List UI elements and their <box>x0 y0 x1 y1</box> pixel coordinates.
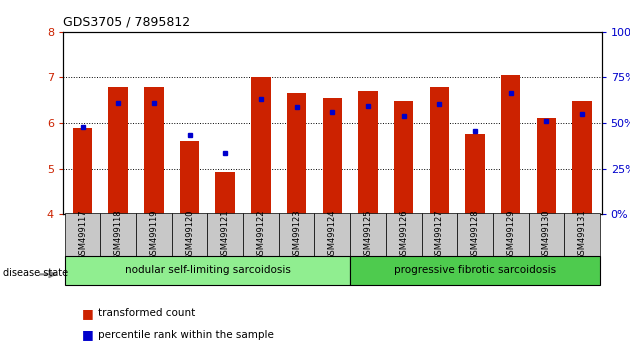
Text: GSM499121: GSM499121 <box>220 210 230 260</box>
Bar <box>350 213 386 257</box>
Bar <box>564 213 600 257</box>
Bar <box>501 75 520 214</box>
Bar <box>465 135 485 214</box>
Bar <box>180 141 200 214</box>
Text: GSM499119: GSM499119 <box>149 210 159 260</box>
Bar <box>251 78 271 214</box>
Bar <box>386 213 421 257</box>
Bar <box>287 93 306 214</box>
Bar <box>323 98 342 214</box>
Text: GSM499130: GSM499130 <box>542 210 551 261</box>
Text: ■: ■ <box>82 328 94 341</box>
Text: GSM499129: GSM499129 <box>506 210 515 260</box>
Text: GSM499122: GSM499122 <box>256 210 265 260</box>
Bar <box>493 213 529 257</box>
Bar <box>65 213 100 257</box>
Bar <box>314 213 350 257</box>
Bar <box>207 213 243 257</box>
Text: GSM499124: GSM499124 <box>328 210 337 260</box>
Bar <box>73 127 93 214</box>
Text: GSM499123: GSM499123 <box>292 210 301 261</box>
Bar <box>172 213 207 257</box>
Bar <box>108 87 128 214</box>
Text: nodular self-limiting sarcoidosis: nodular self-limiting sarcoidosis <box>125 266 290 275</box>
Text: progressive fibrotic sarcoidosis: progressive fibrotic sarcoidosis <box>394 266 556 275</box>
Bar <box>144 87 164 214</box>
Text: GSM499120: GSM499120 <box>185 210 194 260</box>
Text: GDS3705 / 7895812: GDS3705 / 7895812 <box>63 16 190 29</box>
Bar <box>136 213 172 257</box>
Text: disease state: disease state <box>3 268 68 278</box>
Bar <box>537 119 556 214</box>
Bar <box>215 172 235 214</box>
Text: GSM499127: GSM499127 <box>435 210 444 261</box>
Text: transformed count: transformed count <box>98 308 195 318</box>
Bar <box>529 213 564 257</box>
Bar <box>243 213 279 257</box>
Text: GSM499126: GSM499126 <box>399 210 408 261</box>
Text: GSM499128: GSM499128 <box>471 210 479 261</box>
Bar <box>430 87 449 214</box>
Bar <box>457 213 493 257</box>
Text: GSM499125: GSM499125 <box>364 210 372 260</box>
Text: GSM499118: GSM499118 <box>114 210 123 261</box>
Bar <box>279 213 314 257</box>
Bar <box>394 101 413 214</box>
Bar <box>572 101 592 214</box>
Bar <box>421 213 457 257</box>
Text: GSM499131: GSM499131 <box>578 210 587 261</box>
Bar <box>358 91 378 214</box>
Bar <box>65 256 350 285</box>
Text: GSM499117: GSM499117 <box>78 210 87 261</box>
Text: ■: ■ <box>82 307 94 320</box>
Bar <box>100 213 136 257</box>
Text: percentile rank within the sample: percentile rank within the sample <box>98 330 273 339</box>
Bar <box>350 256 600 285</box>
